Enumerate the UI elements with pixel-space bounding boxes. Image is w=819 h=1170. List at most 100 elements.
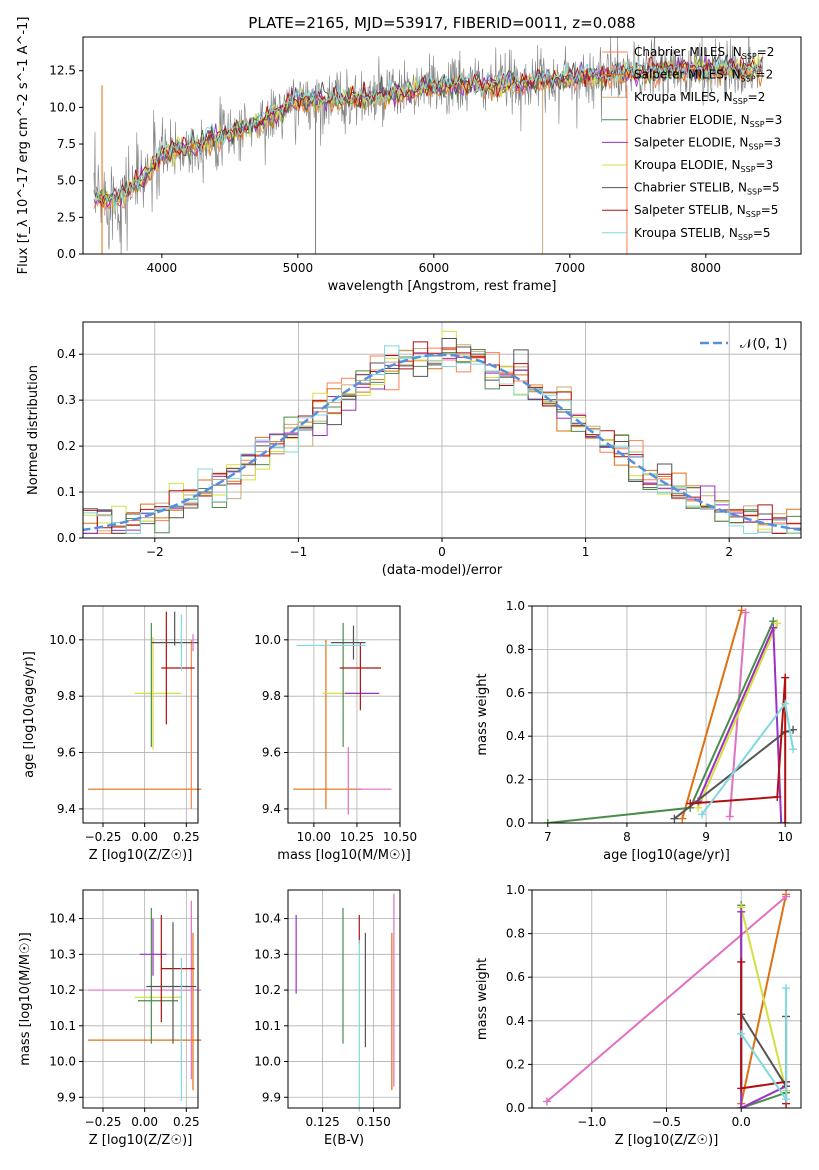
legend-entry: Kroupa ELODIE, NSSP=3 <box>634 158 773 174</box>
x-tick-label: 9 <box>702 830 710 844</box>
x-axis-label: E(B-V) <box>324 1133 364 1148</box>
y-axis-label: Flux [f_λ 10^-17 erg cm^-2 s^-1 A^-1] <box>16 17 31 275</box>
x-tick-label: −1.0 <box>577 1115 606 1129</box>
legend-entry: Chabrier MILES, NSSP=2 <box>634 45 774 61</box>
y-tick-label: 0.0 <box>57 247 76 261</box>
x-tick-label: 4000 <box>147 261 178 275</box>
y-tick-label: 9.8 <box>57 689 76 703</box>
model-line-kroupa-stelib <box>93 57 763 211</box>
y-tick-label: 5.0 <box>57 174 76 188</box>
x-tick-label: 0.150 <box>356 1115 390 1129</box>
y-axis-label: mass [log10(M/M☉)] <box>18 932 33 1065</box>
x-axis-label: Z [log10(Z/Z☉)] <box>615 1133 719 1148</box>
y-tick-label: 1.0 <box>506 883 525 897</box>
gaussian-curve <box>83 353 801 532</box>
y-tick-label: 10.0 <box>254 633 281 647</box>
y-tick-label: 10.3 <box>254 947 281 961</box>
y-tick-label: 10.1 <box>254 1019 281 1033</box>
axes-frame <box>287 605 401 824</box>
y-tick-label: 0.0 <box>506 1101 525 1115</box>
x-tick-label: 6000 <box>419 261 450 275</box>
x-axis-label: Z [log10(Z/Z☉)] <box>89 1133 193 1148</box>
legend-entry: Kroupa STELIB, NSSP=5 <box>634 226 771 242</box>
y-tick-label: 0.1 <box>57 485 76 499</box>
y-tick-label: 0.4 <box>57 347 76 361</box>
x-tick-label: 10 <box>778 830 793 844</box>
axes-frame <box>82 889 199 1109</box>
axes-frame <box>82 605 199 824</box>
histograms <box>83 330 801 534</box>
x-tick-label: 0.125 <box>305 1115 339 1129</box>
y-tick-label: 10.0 <box>254 1055 281 1069</box>
y-tick-label: 0.2 <box>57 439 76 453</box>
y-tick-label: 2.5 <box>57 210 76 224</box>
x-tick-label: 10.25 <box>340 830 374 844</box>
y-tick-label: 12.5 <box>49 64 76 78</box>
y-tick-label: 10.0 <box>49 100 76 114</box>
x-tick-label: −0.5 <box>652 1115 681 1129</box>
weight-line <box>697 623 779 809</box>
y-tick-label: 0.3 <box>57 393 76 407</box>
y-axis-label: mass weight <box>475 673 490 755</box>
weight-line <box>547 620 775 823</box>
y-tick-label: 0.0 <box>506 816 525 830</box>
y-tick-label: 1.0 <box>506 599 525 613</box>
weight-line <box>690 677 787 823</box>
y-tick-label: 10.3 <box>49 947 76 961</box>
data-spectrum-line <box>93 37 764 254</box>
x-tick-label: −1 <box>290 545 308 559</box>
x-axis-label: mass [log10(M/M☉)] <box>277 848 410 863</box>
x-tick-label: −0.25 <box>85 830 122 844</box>
x-tick-label: 2 <box>725 545 733 559</box>
y-tick-label: 10.2 <box>49 983 76 997</box>
x-tick-label: 8000 <box>691 261 722 275</box>
x-tick-label: 5000 <box>283 261 314 275</box>
y-axis-label: age [log10(age/yr)] <box>22 651 37 778</box>
y-tick-label: 10.4 <box>49 912 76 926</box>
mass_weight_vs_age-lines <box>543 606 798 823</box>
legend-entry: Salpeter ELODIE, NSSP=3 <box>634 135 781 151</box>
x-tick-label: 8 <box>623 830 631 844</box>
x-tick-label: 0 <box>438 545 446 559</box>
x-tick-label: −0.25 <box>85 1115 122 1129</box>
x-tick-label: 1 <box>582 545 590 559</box>
y-tick-label: 10.0 <box>49 1055 76 1069</box>
y-tick-label: 10.2 <box>254 983 281 997</box>
legend-entry: Salpeter MILES, NSSP=2 <box>634 68 773 84</box>
y-tick-label: 9.9 <box>262 1090 281 1104</box>
weight-line <box>681 610 743 819</box>
y-axis-label: mass weight <box>475 958 490 1040</box>
x-tick-label: 10.50 <box>383 830 417 844</box>
weight-line <box>740 907 788 1091</box>
x-tick-label: 0.25 <box>173 1115 200 1129</box>
y-tick-label: 0.4 <box>506 1014 525 1028</box>
y-tick-label: 10.1 <box>49 1019 76 1033</box>
y-tick-label: 0.6 <box>506 970 525 984</box>
y-tick-label: 0.4 <box>506 729 525 743</box>
y-tick-label: 0.8 <box>506 642 525 656</box>
mass_weight_vs_Z-lines <box>542 890 791 1108</box>
y-tick-label: 0.6 <box>506 686 525 700</box>
x-tick-label: 0.25 <box>173 830 200 844</box>
x-axis-label: Z [log10(Z/Z☉)] <box>89 848 193 863</box>
model-line-salpeter-stelib <box>93 55 763 207</box>
figure-title: PLATE=2165, MJD=53917, FIBERID=0011, z=0… <box>248 14 635 32</box>
y-tick-label: 0.8 <box>506 927 525 941</box>
legend-entry: 𝒩(0, 1) <box>740 337 787 352</box>
y-axis-label: Normed distribution <box>26 365 41 495</box>
axes-frame <box>82 36 802 255</box>
weight-line <box>740 911 787 1108</box>
y-tick-label: 0.2 <box>506 773 525 787</box>
histogram-step <box>83 345 801 534</box>
y-tick-label: 7.5 <box>57 137 76 151</box>
x-axis-label: (data-model)/error <box>382 563 503 578</box>
x-tick-label: 10.00 <box>297 830 331 844</box>
y-tick-label: 9.8 <box>262 689 281 703</box>
x-tick-label: 0.0 <box>732 1115 751 1129</box>
y-tick-label: 9.6 <box>262 746 281 760</box>
weight-line <box>740 961 788 1104</box>
x-axis-label: wavelength [Angstrom, rest frame] <box>328 279 557 294</box>
x-tick-label: 7 <box>544 830 552 844</box>
axes-frame <box>531 605 802 824</box>
model-line-chabrier-stelib <box>93 55 763 205</box>
